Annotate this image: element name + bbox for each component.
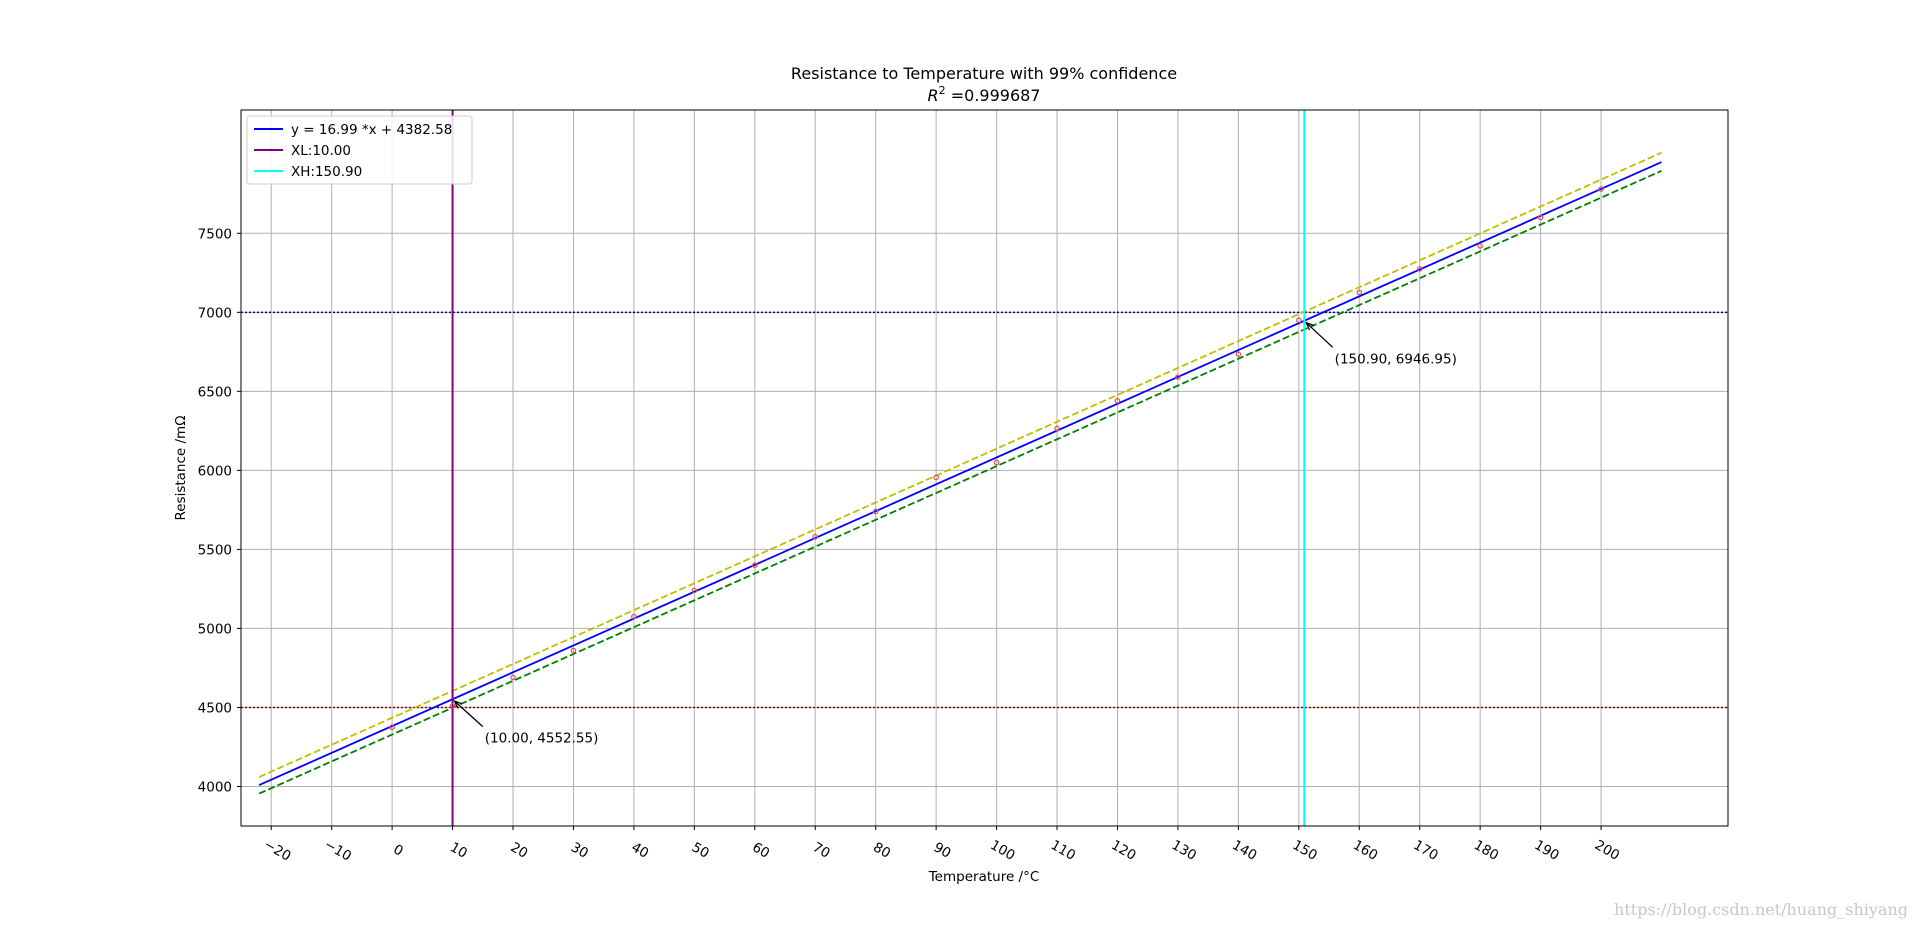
x-tick-label-11: 90 — [931, 839, 954, 861]
vertical-limit-lines — [451, 110, 1306, 826]
grid — [241, 110, 1728, 826]
x-tick-label-3: 10 — [447, 839, 470, 861]
annotation-label-1: (150.90, 6946.95) — [1335, 351, 1457, 367]
data-point-11 — [1054, 425, 1060, 432]
data-point-10 — [993, 459, 1000, 466]
data-point-15 — [1296, 317, 1302, 324]
y-axis-label: Resistance /mΩ — [173, 415, 189, 520]
series-lower-confidence-line — [258, 170, 1662, 795]
data-point-5 — [691, 587, 698, 594]
data-point-2 — [510, 674, 516, 681]
series-fit-line — [258, 161, 1662, 786]
legend-label-2: XH:150.90 — [291, 164, 362, 180]
annotation-arrow-shaft-1 — [1305, 322, 1334, 348]
legend-box — [246, 115, 473, 185]
x-tick-label-9: 70 — [810, 839, 833, 861]
data-point-16 — [1356, 289, 1363, 296]
x-axis-label: Temperature /°C — [928, 869, 1040, 885]
annotations: (10.00, 4552.55) (150.90, 6946.95) — [453, 321, 1457, 747]
y-tick-label-6: 7000 — [198, 305, 232, 321]
y-tick-label-1: 4500 — [198, 700, 232, 716]
x-tick-label-7: 50 — [689, 839, 712, 861]
data-point-6 — [752, 562, 758, 569]
x-tick-label-10: 80 — [870, 839, 893, 861]
data-point-12 — [1114, 398, 1121, 404]
x-tick-label-6: 40 — [628, 839, 651, 861]
data-point-14 — [1235, 351, 1242, 357]
annotation-label-0: (10.00, 4552.55) — [485, 731, 599, 747]
y-tick-label-2: 5000 — [198, 621, 232, 637]
y-tick-label-3: 5500 — [198, 542, 232, 558]
watermark-text: https://blog.csdn.net/huang_shiyang — [1614, 900, 1908, 919]
legend-label-0: y = 16.99 *x + 4382.58 — [291, 122, 452, 138]
data-point-17 — [1416, 266, 1423, 272]
plot-frame — [240, 109, 1729, 827]
y-axis-ticks: 4000 4500 5000 5500 6000 6500 7000 7500 — [198, 226, 241, 795]
y-tick-label-7: 7500 — [198, 226, 232, 242]
data-point-7 — [812, 533, 819, 540]
data-point-18 — [1477, 243, 1483, 249]
annotation-arrow-shaft-0 — [454, 700, 484, 728]
y-tick-label-5: 6500 — [198, 384, 232, 400]
data-points — [389, 186, 1604, 731]
series-upper-confidence-line — [258, 151, 1662, 778]
x-tick-label-5: 30 — [568, 839, 591, 861]
data-point-3 — [570, 647, 577, 654]
series-lines — [258, 151, 1662, 795]
data-point-1 — [449, 703, 456, 709]
annotation-arrow-head-1 — [1305, 321, 1314, 331]
data-point-19 — [1537, 214, 1544, 221]
data-point-8 — [872, 508, 879, 515]
data-point-13 — [1175, 374, 1181, 380]
r-squared-value: =0.999687 — [946, 86, 1041, 105]
legend: y = 16.99 *x + 4382.58 XL:10.00 XH:150.90 — [246, 115, 473, 185]
y-tick-label-4: 6000 — [198, 463, 232, 479]
chart-title: Resistance to Temperature with 99% confi… — [791, 64, 1177, 83]
data-point-0 — [389, 724, 395, 731]
legend-label-1: XL:10.00 — [291, 143, 351, 159]
x-tick-label-4: 20 — [508, 839, 531, 861]
r-squared-exponent: 2 — [939, 84, 946, 97]
y-tick-label-0: 4000 — [198, 779, 232, 795]
data-point-4 — [631, 613, 637, 620]
x-tick-label-8: 60 — [749, 839, 772, 861]
data-point-9 — [933, 474, 939, 481]
r-squared-symbol: R — [928, 86, 939, 105]
data-point-20 — [1598, 186, 1604, 192]
annotation-arrow-head-0 — [453, 700, 463, 709]
chart-subtitle: R2 =0.999687 — [928, 84, 1041, 105]
